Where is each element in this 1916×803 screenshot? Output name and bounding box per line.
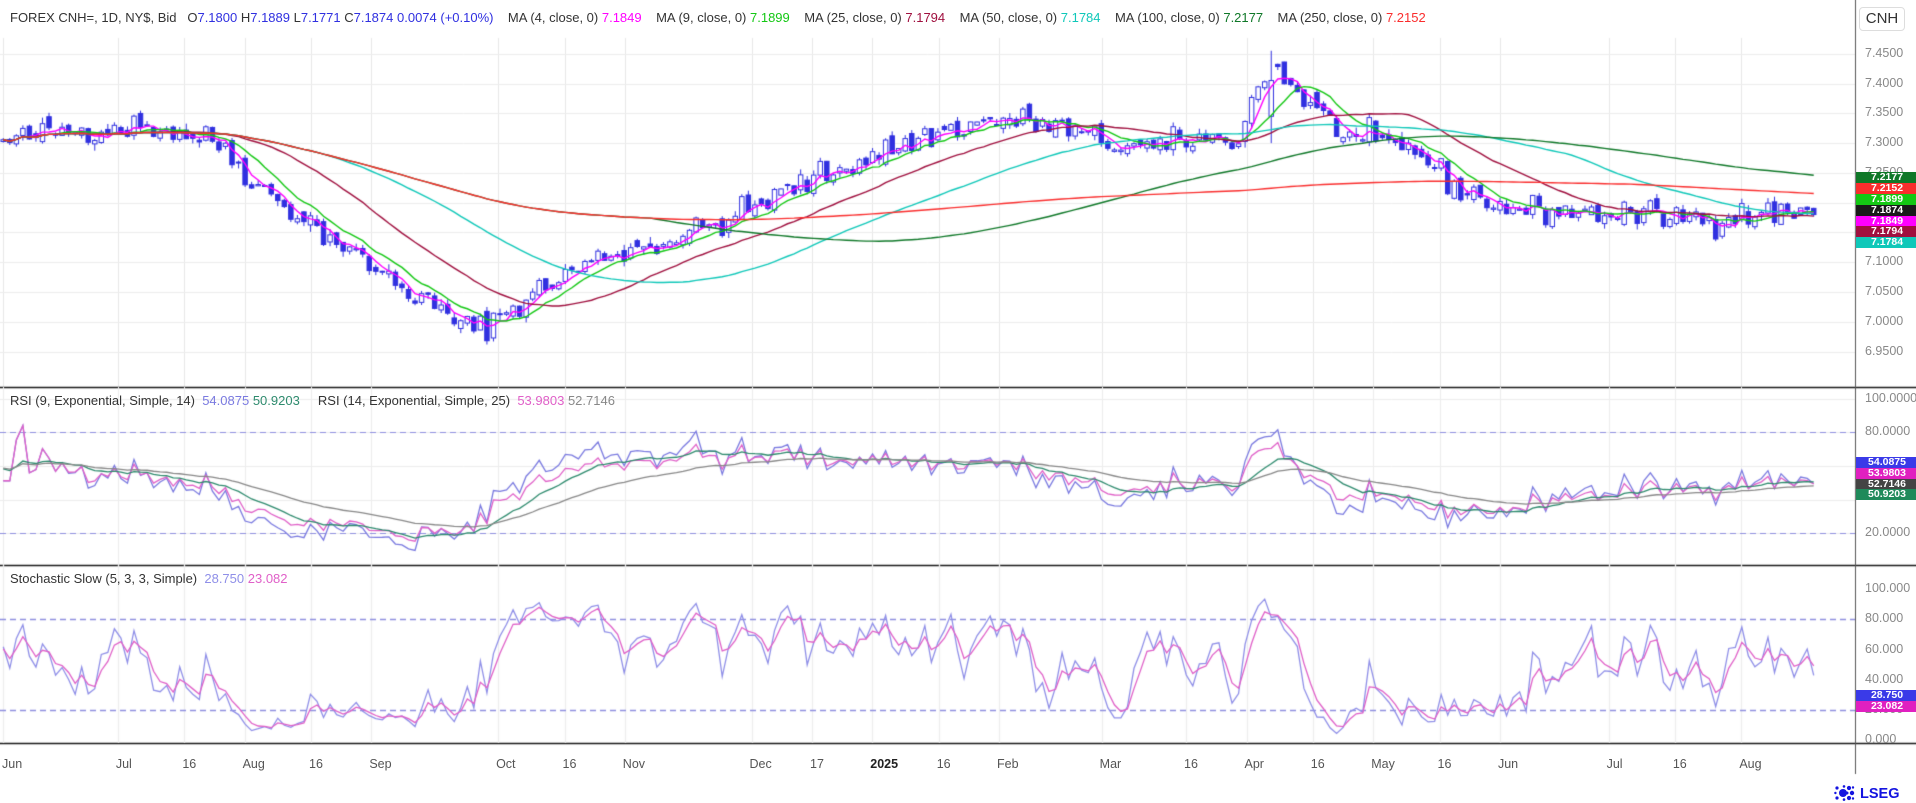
svg-text:LSEG: LSEG [1860,786,1899,802]
